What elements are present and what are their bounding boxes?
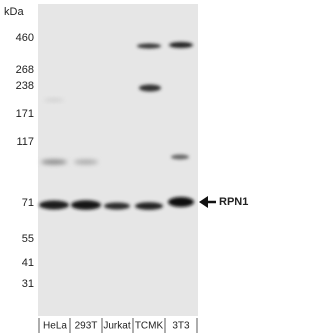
marker-label: 31 <box>22 278 34 290</box>
marker-label: 117 <box>16 136 34 148</box>
band <box>139 84 161 92</box>
band <box>169 42 193 48</box>
blot-membrane <box>38 4 198 316</box>
marker-label: 55 <box>22 233 34 245</box>
target-label: RPN1 <box>219 196 248 208</box>
marker-label: 238 <box>16 80 34 92</box>
marker-label: 41 <box>22 257 34 269</box>
band <box>41 159 67 165</box>
lanes: HeLa 293T Jurkat TCMK 3T3 <box>43 321 190 332</box>
lane-label: 3T3 <box>172 321 190 332</box>
band <box>71 200 101 210</box>
lane-label: 293T <box>75 321 98 332</box>
unit-label: kDa <box>4 6 24 18</box>
marker-label: 71 <box>22 197 34 209</box>
bands <box>39 42 194 210</box>
band <box>104 202 130 210</box>
band <box>171 154 189 160</box>
target-arrow <box>199 196 216 208</box>
lane-dividers <box>38 318 198 333</box>
band <box>135 202 163 210</box>
lane-label: TCMK <box>135 321 164 332</box>
band <box>168 197 194 207</box>
marker-label: 460 <box>16 32 34 44</box>
band <box>137 43 161 49</box>
band <box>44 98 64 102</box>
lane-label: Jurkat <box>103 321 130 332</box>
marker-label: 268 <box>16 64 34 76</box>
western-blot-figure: kDa 460 268 238 171 117 71 55 41 31 HeLa… <box>4 4 248 333</box>
marker-label: 171 <box>16 108 34 120</box>
band <box>74 159 98 165</box>
markers: 460 268 238 171 117 71 55 41 31 <box>16 32 34 290</box>
band <box>39 200 69 210</box>
lane-label: HeLa <box>43 321 67 332</box>
